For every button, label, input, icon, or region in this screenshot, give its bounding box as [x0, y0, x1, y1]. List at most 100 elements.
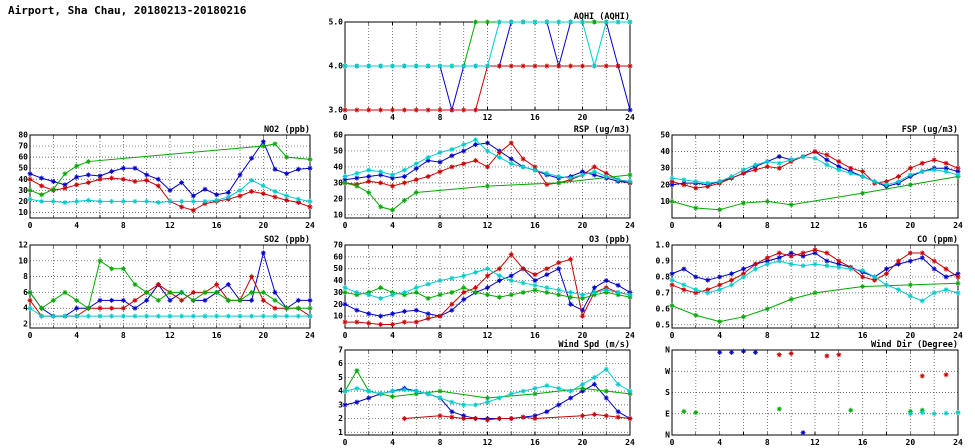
x-tick-label: 12	[165, 331, 175, 340]
y-tick-label: 6	[338, 359, 343, 368]
series-markers-blue	[717, 348, 806, 436]
x-tick-label: 12	[810, 331, 820, 340]
plot-frame	[671, 349, 959, 436]
x-tick-label: 8	[438, 331, 443, 340]
chart-title: RSP (ug/m3)	[574, 125, 630, 135]
x-tick-label: 4	[74, 221, 79, 230]
x-tick-label: 0	[670, 438, 675, 447]
y-tick-label: 60	[333, 131, 343, 140]
x-tick-label: 4	[717, 221, 722, 230]
series-line-green	[344, 174, 631, 211]
y-tick-label: 30	[333, 178, 343, 187]
y-tick-label: 4	[23, 304, 28, 313]
plot-frame	[29, 244, 311, 329]
chart-aqhi: 3.0 4.0 5.0 0 4 8 12 16 20 24 AQHI (AQHI)	[329, 12, 635, 122]
y-tick-label: 10	[18, 208, 28, 217]
y-tick-label: 70	[18, 142, 28, 151]
y-tick-label: 40	[660, 147, 670, 156]
chart-title: AQHI (AQHI)	[574, 12, 630, 22]
y-tick-label: W	[665, 367, 670, 376]
x-tick-label: 0	[343, 438, 348, 447]
x-tick-label: 0	[670, 221, 675, 230]
x-tick-label: 16	[530, 331, 540, 340]
y-tick-label: 30	[18, 186, 28, 195]
series-markers-cyan	[669, 258, 961, 304]
series-markers-cyan	[342, 137, 633, 184]
x-tick-label: 0	[343, 113, 348, 122]
y-tick-label: 0.7	[656, 288, 671, 297]
x-tick-label: 0	[28, 331, 33, 340]
y-tick-label: 1.0	[656, 241, 671, 250]
x-tick-label: 20	[906, 438, 916, 447]
chart-o3: 10 20 30 40 50 60 70 0 4 8 12 16 20 24 O3 (ppb)	[333, 235, 635, 340]
series-markers-green	[669, 280, 961, 325]
series-markers-cyan	[907, 410, 961, 417]
y-tick-label: 0.8	[656, 272, 671, 281]
chart-rsp: 10 20 30 40 50 60 0 4 8 12 16 20 24 RSP (ug/m3)	[333, 125, 635, 230]
chart-title: O3 (ppb)	[589, 235, 630, 245]
x-tick-label: 16	[530, 438, 540, 447]
y-tick-label: 40	[18, 175, 28, 184]
y-tick-label: 40	[333, 162, 343, 171]
x-tick-label: 0	[343, 221, 348, 230]
series-markers-cyan	[27, 305, 313, 319]
series-markers-cyan	[27, 177, 313, 206]
x-tick-label: 8	[765, 438, 770, 447]
x-tick-label: 16	[858, 221, 868, 230]
y-tick-label: 20	[333, 194, 343, 203]
x-tick-label: 8	[438, 438, 443, 447]
x-tick-label: 24	[625, 438, 635, 447]
plot-frame	[29, 134, 311, 219]
x-tick-label: 24	[953, 221, 963, 230]
y-tick-label: 60	[18, 153, 28, 162]
series-line-red	[671, 249, 959, 294]
y-tick-label: 50	[18, 164, 28, 173]
x-tick-label: 20	[259, 221, 269, 230]
x-tick-label: 20	[906, 221, 916, 230]
y-tick-label: 4	[338, 387, 343, 396]
x-tick-label: 20	[578, 438, 588, 447]
series-markers-cyan	[342, 19, 633, 69]
x-tick-label: 24	[625, 113, 635, 122]
chart-title: NO2 (ppb)	[264, 125, 310, 135]
chart-title: CO (ppm)	[917, 235, 958, 245]
chart-no2: 10 20 30 40 50 60 70 80 0 4 8 12 16 20 24 NO2 (ppb)	[18, 125, 315, 230]
series-markers-red	[776, 351, 949, 379]
series-markers-red	[401, 411, 633, 423]
series-markers-cyan	[342, 266, 633, 301]
y-tick-label: 20	[18, 197, 28, 206]
x-tick-label: 16	[212, 331, 222, 340]
series-markers-red	[669, 149, 961, 191]
x-tick-label: 4	[390, 221, 395, 230]
page-title: Airport, Sha Chau, 20180213-20180216	[8, 4, 247, 17]
x-tick-label: 24	[305, 331, 315, 340]
chart-fsp: 10 20 30 40 50 0 4 8 12 16 20 24 FSP (ug/m3)	[660, 125, 963, 230]
x-tick-label: 4	[390, 438, 395, 447]
x-tick-label: 12	[483, 331, 493, 340]
x-tick-label: 12	[165, 221, 175, 230]
series-markers-red	[342, 63, 633, 113]
x-tick-label: 8	[438, 113, 443, 122]
x-tick-label: 8	[765, 221, 770, 230]
x-tick-label: 24	[305, 221, 315, 230]
x-tick-label: 12	[810, 438, 820, 447]
y-tick-label: 10	[333, 312, 343, 321]
y-tick-label: 7	[338, 346, 343, 355]
y-tick-label: 3	[338, 400, 343, 409]
series-markers-green	[27, 141, 313, 198]
y-tick-label: N	[665, 346, 670, 355]
x-tick-label: 12	[483, 438, 493, 447]
x-tick-label: 20	[906, 331, 916, 340]
chart-title: SO2 (ppb)	[264, 235, 310, 245]
y-tick-label: 50	[660, 131, 670, 140]
y-tick-label: 10	[660, 197, 670, 206]
y-tick-label: 5	[338, 373, 343, 382]
y-tick-label: E	[665, 409, 670, 418]
y-tick-label: 50	[333, 146, 343, 155]
y-tick-label: 10	[18, 256, 28, 265]
y-tick-label: 30	[333, 288, 343, 297]
chart-title: Wind Dir (Degree)	[871, 339, 958, 350]
y-tick-label: 3.0	[329, 106, 344, 115]
x-tick-label: 16	[212, 221, 222, 230]
series-markers-cyan	[669, 154, 961, 188]
